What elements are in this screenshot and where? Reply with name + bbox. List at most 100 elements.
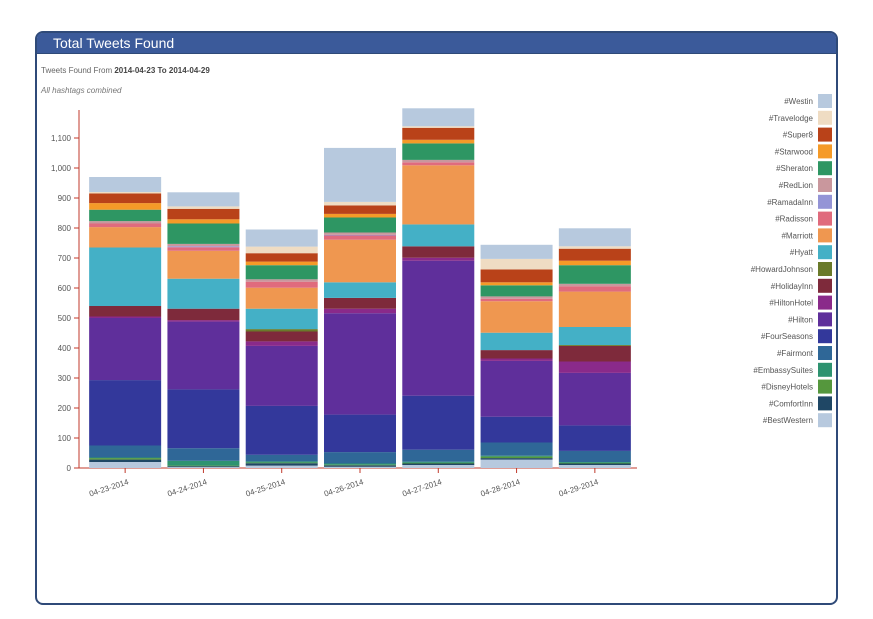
bar-segment-fourseasons[interactable]	[167, 389, 240, 449]
legend-item-bestwestern[interactable]: #BestWestern	[763, 413, 832, 428]
bar-segment-disneyhotels[interactable]	[558, 462, 631, 464]
bar-segment-comfortinn[interactable]	[167, 466, 240, 468]
bar-segment-westin[interactable]	[89, 177, 162, 192]
bar-segment-hilton[interactable]	[89, 318, 162, 381]
bar-segment-disneyhotels[interactable]	[480, 456, 553, 459]
bar-segment-bestwestern[interactable]	[402, 465, 475, 468]
bar-segment-hilton[interactable]	[558, 372, 631, 426]
bar-segment-westin[interactable]	[167, 192, 240, 207]
bar-segment-fourseasons[interactable]	[245, 405, 318, 455]
legend-item-starwood[interactable]: #Starwood	[775, 144, 832, 159]
bar-segment-hilton[interactable]	[324, 313, 396, 415]
bar-segment-redlion[interactable]	[480, 296, 553, 299]
legend-item-westin[interactable]: #Westin	[784, 94, 832, 108]
bar-segment-disneyhotels[interactable]	[324, 464, 396, 466]
bar-segment-super8[interactable]	[245, 253, 318, 262]
bar-segment-radisson[interactable]	[89, 223, 162, 228]
bar-segment-starwood[interactable]	[558, 260, 631, 266]
bar-segment-hilton[interactable]	[480, 360, 553, 417]
legend-item-hyatt[interactable]: #Hyatt	[790, 245, 832, 260]
bar-segment-bestwestern[interactable]	[324, 466, 396, 468]
bar-segment-westin[interactable]	[402, 108, 475, 127]
legend-item-holidayinn[interactable]: #HolidayInn	[771, 278, 832, 293]
bar-segment-fairmont[interactable]	[167, 448, 240, 461]
bar-segment-super8[interactable]	[480, 269, 553, 283]
bar-segment-holidayinn[interactable]	[324, 297, 396, 309]
bar-segment-travelodge[interactable]	[480, 258, 553, 270]
bar-segment-starwood[interactable]	[324, 213, 396, 218]
bar-segment-travelodge[interactable]	[402, 126, 475, 128]
bar-segment-disneyhotels[interactable]	[245, 462, 318, 464]
bar-segment-super8[interactable]	[89, 193, 162, 204]
legend-item-disneyhotels[interactable]: #DisneyHotels	[761, 379, 832, 394]
bar-segment-marriott[interactable]	[245, 287, 318, 309]
bar-segment-hiltonhotel[interactable]	[245, 341, 318, 346]
bar-segment-starwood[interactable]	[89, 203, 162, 210]
bar-segment-hyatt[interactable]	[402, 224, 475, 247]
bar-segment-howardjohnson[interactable]	[245, 329, 318, 332]
bar-segment-super8[interactable]	[324, 205, 396, 214]
bar-segment-hyatt[interactable]	[324, 282, 396, 298]
bar-segment-sheraton[interactable]	[89, 209, 162, 222]
bar-segment-super8[interactable]	[558, 248, 631, 261]
bar-segment-hiltonhotel[interactable]	[402, 257, 475, 261]
bar-segment-holidayinn[interactable]	[402, 246, 475, 258]
bar-segment-embassysuites[interactable]	[245, 461, 318, 463]
bar-segment-fourseasons[interactable]	[480, 416, 553, 443]
bar-segment-sheraton[interactable]	[245, 265, 318, 280]
bar-segment-sheraton[interactable]	[480, 285, 553, 297]
bar-segment-radisson[interactable]	[402, 162, 475, 166]
bar-segment-sheraton[interactable]	[558, 265, 631, 284]
bar-segment-holidayinn[interactable]	[167, 308, 240, 321]
bar-segment-holidayinn[interactable]	[480, 350, 553, 359]
bar-segment-travelodge[interactable]	[167, 206, 240, 209]
bar-segment-embassysuites[interactable]	[402, 461, 475, 463]
bar-segment-comfortinn[interactable]	[89, 459, 162, 462]
bar-segment-travelodge[interactable]	[558, 246, 631, 249]
bar-segment-holidayinn[interactable]	[558, 345, 631, 362]
bar-segment-redlion[interactable]	[402, 159, 475, 163]
bar-segment-embassysuites[interactable]	[324, 463, 396, 465]
bar-segment-comfortinn[interactable]	[480, 458, 553, 460]
bar-segment-hyatt[interactable]	[167, 278, 240, 309]
legend-item-super8[interactable]: #Super8	[783, 127, 832, 142]
bar-segment-marriott[interactable]	[480, 301, 553, 333]
bar-segment-marriott[interactable]	[324, 239, 396, 283]
bar-segment-travelodge[interactable]	[89, 192, 162, 194]
bar-segment-disneyhotels[interactable]	[89, 458, 162, 460]
bar-segment-fourseasons[interactable]	[324, 414, 396, 453]
bar-segment-westin[interactable]	[245, 229, 318, 247]
bar-segment-disneyhotels[interactable]	[167, 465, 240, 467]
bar-segment-embassysuites[interactable]	[89, 457, 162, 459]
bar-segment-fourseasons[interactable]	[558, 425, 631, 451]
bar-segment-bestwestern[interactable]	[480, 459, 553, 468]
bar-segment-comfortinn[interactable]	[558, 463, 631, 466]
bar-segment-ramadainn[interactable]	[167, 246, 240, 248]
bar-segment-hiltonhotel[interactable]	[558, 361, 631, 373]
bar-segment-radisson[interactable]	[558, 286, 631, 292]
legend-item-hilton[interactable]: #Hilton	[788, 312, 832, 327]
bar-segment-fairmont[interactable]	[402, 449, 475, 462]
bar-segment-radisson[interactable]	[324, 235, 396, 240]
bar-segment-radisson[interactable]	[480, 298, 553, 302]
bar-segment-bestwestern[interactable]	[89, 462, 162, 468]
legend-item-ramadainn[interactable]: #RamadaInn	[767, 194, 832, 209]
bar-segment-travelodge[interactable]	[324, 201, 396, 206]
bar-segment-fairmont[interactable]	[480, 442, 553, 456]
bar-segment-hilton[interactable]	[167, 321, 240, 390]
bar-segment-radisson[interactable]	[245, 281, 318, 288]
bar-segment-fourseasons[interactable]	[402, 395, 475, 450]
bar-segment-embassysuites[interactable]	[558, 462, 631, 463]
bar-segment-hiltonhotel[interactable]	[324, 308, 396, 314]
bar-segment-hilton[interactable]	[245, 345, 318, 406]
legend-item-travelodge[interactable]: #Travelodge	[769, 110, 832, 125]
bar-segment-bestwestern[interactable]	[167, 467, 240, 468]
bar-segment-embassysuites[interactable]	[167, 460, 240, 466]
legend-item-redlion[interactable]: #RedLion	[779, 178, 832, 192]
legend-item-hiltonhotel[interactable]: #HiltonHotel	[769, 295, 832, 310]
bar-segment-howardjohnson[interactable]	[558, 345, 631, 346]
legend-item-radisson[interactable]: #Radisson	[775, 211, 832, 226]
bar-segment-redlion[interactable]	[558, 283, 631, 287]
bar-segment-hiltonhotel[interactable]	[480, 358, 553, 361]
legend-item-howardjohnson[interactable]: #HowardJohnson	[751, 262, 832, 276]
